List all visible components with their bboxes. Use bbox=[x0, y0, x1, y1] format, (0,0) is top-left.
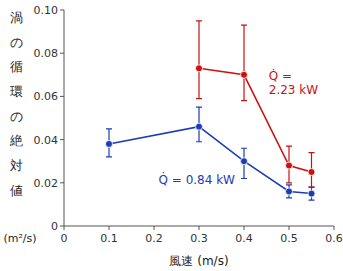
annotation: Q̇ =2.23 kW bbox=[269, 69, 318, 97]
error-bar bbox=[196, 21, 202, 99]
y-tick bbox=[60, 139, 64, 140]
y-axis-label-char: 環 bbox=[10, 84, 23, 99]
error-bar bbox=[286, 146, 292, 183]
x-tick-label: 0.4 bbox=[235, 232, 253, 245]
y-axis-label-char: 値 bbox=[10, 183, 23, 198]
error-bar bbox=[106, 129, 112, 157]
y-tick bbox=[60, 96, 64, 97]
y-tick bbox=[60, 226, 64, 227]
point bbox=[241, 71, 248, 78]
data bbox=[106, 21, 316, 200]
x-tick-label: 0 bbox=[61, 232, 68, 245]
y-tick bbox=[60, 53, 64, 54]
point bbox=[241, 158, 248, 165]
annotations: Q̇ = 0.84 kW Q̇ =2.23 kW bbox=[159, 69, 319, 186]
error-bar bbox=[196, 107, 202, 142]
x-tick-label: 0.3 bbox=[190, 232, 208, 245]
annotation: Q̇ = 0.84 kW bbox=[159, 172, 236, 186]
point bbox=[196, 65, 203, 72]
y-axis-label: 渦の循環の絶対値 bbox=[9, 10, 23, 198]
y-tick-label: 0.02 bbox=[34, 177, 59, 190]
error-bar bbox=[286, 185, 292, 198]
annotation-line: 2.23 kW bbox=[269, 83, 318, 97]
y-tick bbox=[60, 182, 64, 183]
point bbox=[308, 169, 315, 176]
x-tick-label: 0.5 bbox=[280, 232, 298, 245]
y-tick-label: 0 bbox=[51, 220, 58, 233]
y-tick-label: 0.10 bbox=[34, 4, 59, 17]
x-tick-label: 0.2 bbox=[145, 232, 163, 245]
error-bar bbox=[309, 153, 315, 188]
y-tick-label: 0.06 bbox=[34, 90, 59, 103]
annotation-line: Q̇ = bbox=[269, 69, 292, 83]
x-tick-label: 0.6 bbox=[325, 232, 343, 245]
axes: 0 0.1 0.2 0.3 0.4 0.5 0.6 0 0.02 0.04 0.06 0.08 0.10 bbox=[34, 4, 343, 245]
x-tick bbox=[154, 226, 155, 230]
error-bar bbox=[241, 25, 247, 101]
x-tick-label: 0.1 bbox=[100, 232, 118, 245]
y-tick bbox=[60, 10, 64, 11]
y-axis-label-char: の bbox=[10, 109, 23, 124]
y-axis-unit: (m²/s) bbox=[3, 232, 36, 245]
y-tick-label: 0.04 bbox=[34, 134, 59, 147]
x-tick bbox=[289, 226, 290, 230]
series-line bbox=[109, 127, 312, 194]
y-axis-label-char: 絶 bbox=[9, 133, 23, 148]
y-axis-line bbox=[64, 10, 65, 226]
y-tick-label: 0.08 bbox=[34, 47, 59, 60]
point bbox=[106, 140, 113, 147]
x-tick bbox=[244, 226, 245, 230]
error-bar bbox=[241, 148, 247, 178]
x-tick bbox=[64, 226, 65, 230]
x-axis-label: 風速 (m/s) bbox=[169, 254, 228, 268]
x-tick bbox=[109, 226, 110, 230]
chart: 0 0.1 0.2 0.3 0.4 0.5 0.6 0 0.02 0.04 0.06 0.08 0.10… bbox=[0, 0, 343, 271]
annotation-line: Q̇ = 0.84 kW bbox=[159, 172, 236, 186]
x-tick bbox=[334, 226, 335, 230]
y-axis-label-char: 渦 bbox=[10, 10, 23, 25]
y-axis-label-char: の bbox=[10, 35, 23, 50]
point bbox=[286, 188, 293, 195]
x-tick bbox=[199, 226, 200, 230]
point bbox=[308, 190, 315, 197]
plot-area bbox=[64, 10, 334, 226]
y-axis-label-char: 対 bbox=[10, 158, 23, 173]
error-bar bbox=[309, 187, 315, 200]
series bbox=[196, 21, 316, 187]
y-axis-label-char: 循 bbox=[10, 59, 23, 74]
point bbox=[286, 162, 293, 169]
point bbox=[196, 123, 203, 130]
